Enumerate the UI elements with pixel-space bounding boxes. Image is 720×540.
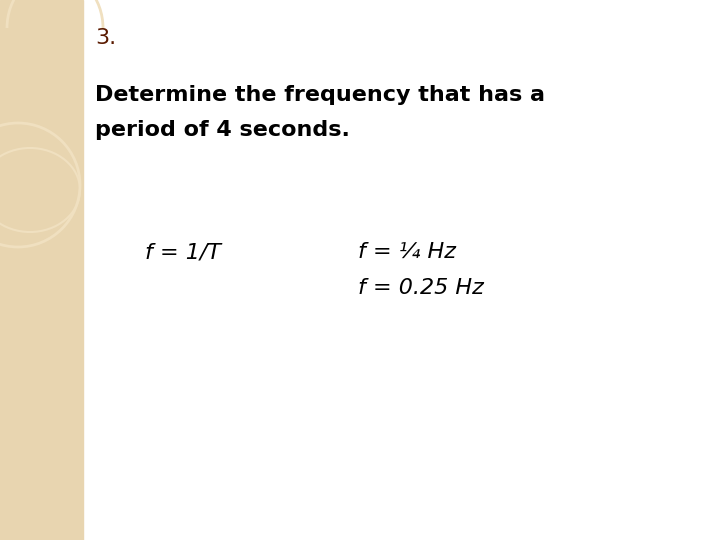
Text: period of 4 seconds.: period of 4 seconds. <box>95 120 350 140</box>
Text: Determine the frequency that has a: Determine the frequency that has a <box>95 85 545 105</box>
Text: f = 0.25 Hz: f = 0.25 Hz <box>358 278 484 298</box>
Text: 3.: 3. <box>95 28 116 48</box>
Text: f = ¼ Hz: f = ¼ Hz <box>358 242 456 262</box>
Bar <box>0 0 83 540</box>
Text: f = 1/T: f = 1/T <box>145 242 221 262</box>
